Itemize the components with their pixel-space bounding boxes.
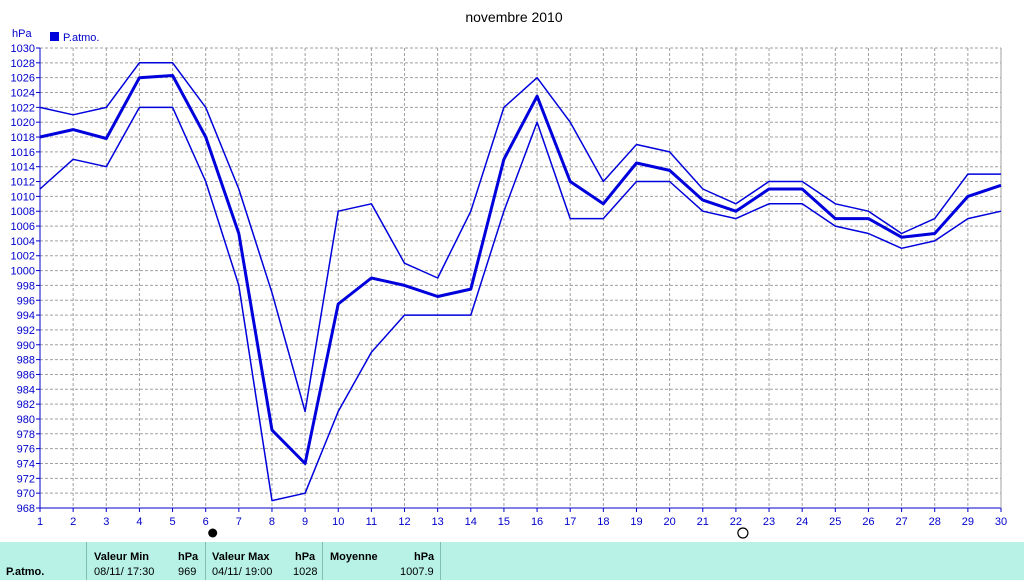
x-axis-ticks: 1 2 3 4 5 6 7 8 9 10 11 12 13 14 15 16 17 18 19 20 21 22 23 24 2… [37,508,1007,528]
x-tick-label: 17 [564,516,576,528]
stats-footer: P.atmo. Valeur Min hPa 08/11/ 17:30 969 … [0,542,1024,580]
y-tick-label: 978 [17,429,35,441]
y-tick-label: 996 [17,295,35,307]
min-label: Valeur Min [94,551,150,563]
x-tick-label: 27 [895,516,907,528]
y-tick-label: 1016 [11,147,35,159]
y-tick-label: 1000 [11,266,35,278]
x-tick-label: 15 [498,516,510,528]
y-tick-label: 992 [17,325,35,337]
x-tick-label: 1 [37,516,43,528]
x-tick-label: 7 [236,516,242,528]
max-label: Valeur Max [212,551,270,563]
y-tick-label: 982 [17,399,35,411]
max-value: 1028 [293,566,318,578]
x-tick-label: 28 [929,516,941,528]
y-tick-label: 1008 [11,206,35,218]
x-tick-label: 9 [302,516,308,528]
footer-row-label: P.atmo. [6,566,45,578]
min-unit: hPa [178,551,199,563]
x-tick-label: 11 [366,516,377,528]
x-tick-label: 8 [269,516,275,528]
y-tick-label: 968 [17,503,35,515]
x-tick-label: 16 [531,516,543,528]
x-tick-label: 6 [203,516,209,528]
x-tick-label: 3 [103,516,109,528]
y-tick-label: 990 [17,340,35,352]
x-tick-label: 18 [597,516,609,528]
y-tick-label: 984 [17,384,35,396]
y-tick-label: 980 [17,414,35,426]
chart-title: novembre 2010 [465,9,563,25]
x-tick-label: 14 [465,516,477,528]
y-tick-label: 972 [17,473,35,485]
avg-value: 1007.9 [400,566,434,578]
y-tick-label: 1020 [11,117,35,129]
x-tick-label: 25 [829,516,841,528]
y-tick-label: 970 [17,488,35,500]
grid [39,47,1002,509]
avg-label: Moyenne [330,551,378,563]
max-unit: hPa [295,551,316,563]
legend-swatch [50,32,59,41]
y-tick-label: 1024 [11,88,35,100]
y-axis-ticks: 968 970 972 974 976 978 980 982 984 986 988 990 992 9… [11,43,40,515]
avg-unit: hPa [414,551,435,563]
y-tick-label: 974 [17,458,35,470]
legend-label: P.atmo. [63,32,100,44]
y-tick-label: 1010 [11,191,35,203]
x-tick-label: 13 [432,516,444,528]
y-tick-label: 1030 [11,43,35,55]
series-line-min [39,106,1002,502]
y-axis-unit: hPa [12,28,32,40]
x-tick-label: 22 [730,516,742,528]
series-line-max [39,62,1001,413]
moon-phase-markers [208,527,749,539]
y-tick-label: 1018 [11,132,35,144]
x-tick-label: 24 [796,516,808,528]
x-tick-label: 19 [630,516,642,528]
min-date: 08/11/ 17:30 [94,566,155,578]
pressure-chart: novembre 2010 hPa P.atmo. 96897097297497… [11,9,1007,539]
y-tick-label: 1006 [11,221,35,233]
y-tick-label: 1004 [11,236,35,248]
x-tick-label: 26 [862,516,874,528]
y-tick-label: 988 [17,355,35,367]
x-tick-label: 29 [962,516,974,528]
y-tick-label: 1028 [11,58,35,70]
y-tick-label: 976 [17,444,35,456]
x-tick-label: 5 [169,516,175,528]
series-lines [39,62,1002,502]
x-tick-label: 23 [763,516,775,528]
y-tick-label: 994 [17,310,35,322]
x-tick-label: 30 [995,516,1007,528]
y-tick-label: 1014 [11,162,35,174]
x-tick-label: 20 [663,516,675,528]
y-tick-label: 1026 [11,73,35,85]
min-value: 969 [178,566,197,578]
full-moon-icon [737,527,749,539]
x-tick-label: 12 [398,516,410,528]
x-tick-label: 21 [697,516,709,528]
y-tick-label: 1022 [11,102,35,114]
new-moon-icon [208,528,218,538]
series-line-mean [39,74,1002,465]
x-tick-label: 2 [70,516,76,528]
x-tick-label: 10 [332,516,344,528]
y-tick-label: 1012 [11,177,35,189]
y-tick-label: 1002 [11,251,35,263]
y-tick-label: 986 [17,369,35,381]
y-tick-label: 998 [17,280,35,292]
max-date: 04/11/ 19:00 [212,566,273,578]
x-tick-label: 4 [136,516,142,528]
